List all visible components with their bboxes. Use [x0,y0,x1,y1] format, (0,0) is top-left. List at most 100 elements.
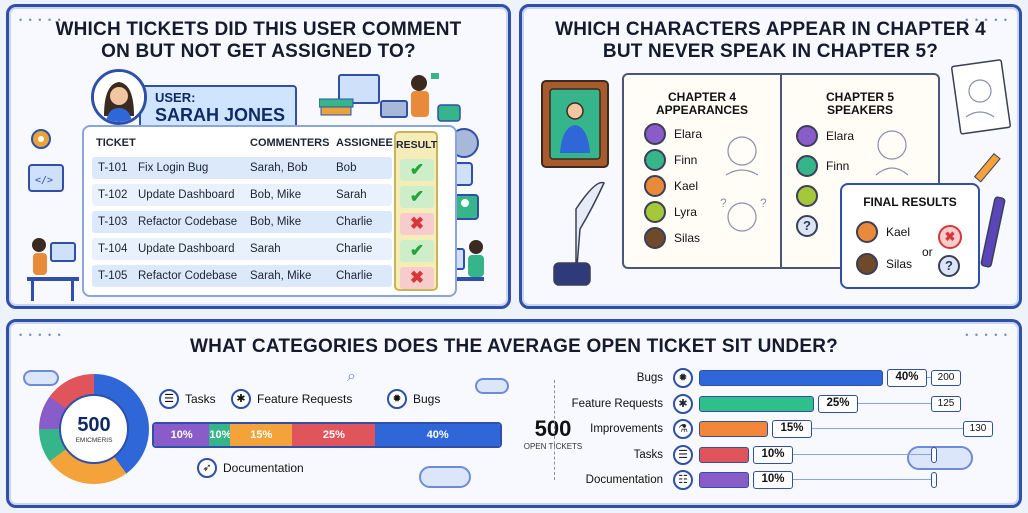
bar-row: Feature Requests ✱ 25% 125 [9,393,1019,414]
stack-label-feature: ✱ Feature Requests [231,389,352,409]
table-row[interactable]: T-104 Update Dashboard Sarah Charlie [92,238,392,260]
result-check-icon: ✔ [400,186,434,208]
svg-text:?: ? [760,196,767,210]
final-character-item: Silas [856,253,912,275]
bar-label: Feature Requests [571,397,663,410]
cloud-icon [475,378,509,394]
question-icon: ? [796,215,818,237]
decor-dots: • • • • • [965,330,1009,340]
cloud-icon [907,446,973,470]
svg-text:</>: </> [35,175,53,186]
donut-subtext: EMICMERIS [75,437,113,444]
bar-count: 125 [931,395,961,412]
bar-leader-line [858,402,931,404]
table-row[interactable]: T-101 Fix Login Bug Sarah, Bob Bob [92,157,392,179]
total-number: 500 [534,416,572,441]
category-chart-panel: WHAT CATEGORIES DOES THE AVERAGE OPEN TI… [6,319,1022,508]
ticket-title: Refactor Codebase [138,270,238,282]
panel2-title-line2: BUT NEVER SPEAK IN CHAPTER 5? [602,41,939,62]
character-item: Finn [644,149,697,171]
result-cross-icon: ✖ [400,213,434,235]
gear-icon: </> [28,129,64,192]
bar-leader-line [927,377,931,378]
bar-percent: 25% [818,394,858,413]
sketch-face-icon [875,130,909,176]
donut-chart: 500 EMICMERIS [39,374,149,484]
ticket-table: TICKET COMMENTERS ASSIGNEE RESULT ✔ ✔ ✖ … [82,125,457,297]
stack-label-tasks: ☰ Tasks [159,389,216,409]
character-name: Elara [674,127,703,141]
bar-count: 200 [931,370,961,386]
stack-label-text: Tasks [185,392,216,406]
chapter5-header-line2: SPEAKERS [826,103,894,117]
ticket-title: Refactor Codebase [138,216,238,228]
ticket-title: Update Dashboard [138,243,235,255]
character-item: Elara [644,123,702,145]
character-avatar [856,253,878,275]
character-item: Finn [796,155,849,177]
donut-center: 500 EMICMERIS [59,394,129,464]
character-name: Kael [886,225,911,239]
bar-count [931,446,937,463]
table-row[interactable]: T-103 Refactor Codebase Bob, Mike Charli… [92,211,392,233]
bar-icon: ✹ [673,368,693,388]
connector-line [554,380,555,480]
ticket-id: T-104 [98,243,128,255]
bar-icon: ✱ [673,393,693,414]
panel3-title: WHAT CATEGORIES DOES THE AVERAGE OPEN TI… [190,336,838,357]
stack-label-text: Feature Requests [257,392,353,406]
ticket-commenters: Bob, Mike [250,189,302,201]
stack-segment-improvements: 15% [230,424,293,446]
ticket-assignee: Charlie [336,270,373,282]
ticket-id: T-105 [98,270,128,282]
tasks-icon: ☰ [159,389,179,409]
final-results-card: FINAL RESULTS Kael Silas ✖ or ? [840,183,980,289]
bar-row: Improvements ⚗ 15% 130 [9,419,1019,439]
bar-percent: 10% [753,445,793,464]
bar-row: Documentation ☷ 10% [9,470,1019,490]
stack-segment-bugs-red: 25% [292,424,376,446]
bar-percent: 15% [772,420,812,438]
bar-row: Tasks ☰ 10% [9,444,1019,465]
cloud-icon [419,466,471,488]
user-label-box: USER: SARAH JONES [139,85,298,131]
character-avatar [796,185,818,207]
bar-mark [699,395,814,412]
bar-label: Documentation [585,474,663,486]
bug-icon: ✹ [387,389,407,409]
result-check-icon: ✔ [400,240,434,262]
table-row[interactable]: T-102 Update Dashboard Bob, Mike Sarah [92,184,392,206]
character-item: ? [796,215,818,237]
bar-icon: ☰ [673,444,693,465]
portrait-book-icon [541,80,609,286]
or-label: or [922,245,933,259]
ticket-title: Update Dashboard [138,189,235,201]
chapter4-header-line1: CHAPTER 4 [667,90,736,104]
panel1-title-line2: ON BUT NOT GET ASSIGNED TO? [101,41,416,62]
bar-icon: ⚗ [673,419,693,439]
character-name: Silas [886,257,913,271]
col-header-assignee: ASSIGNEE [336,137,393,149]
user-label: USER: [155,90,196,105]
character-name: Lyra [674,205,697,219]
decor-dots: • • • • • [19,15,63,25]
chapter4-page: CHAPTER 4 APPEARANCES Elara Finn Kael Ly… [622,73,782,269]
bar-label: Tasks [633,448,663,461]
table-row[interactable]: T-105 Refactor Codebase Sarah, Mike Char… [92,265,392,287]
bar-mark [699,421,768,437]
stack-segment-bugs: 40% [375,424,500,446]
total-label: OPEN TICKETS [523,442,583,451]
panel1-title-line1: WHICH TICKETS DID THIS USER COMMENT [55,19,462,40]
ticket-commenters: Bob, Mike [250,216,302,228]
person-at-desk-icon [27,238,79,301]
bar-percent: 10% [753,471,793,489]
ticket-assignee: Bob [336,162,357,174]
col-header-result: RESULT [396,139,438,151]
character-avatar [644,201,666,223]
stack-label-text: Bugs [413,392,441,406]
cloud-icon [23,370,59,386]
total-tickets: 500 OPEN TICKETS [513,416,593,451]
character-item: Lyra [644,201,697,223]
bar-mark [699,446,749,463]
user-name: SARAH JONES [155,105,286,125]
